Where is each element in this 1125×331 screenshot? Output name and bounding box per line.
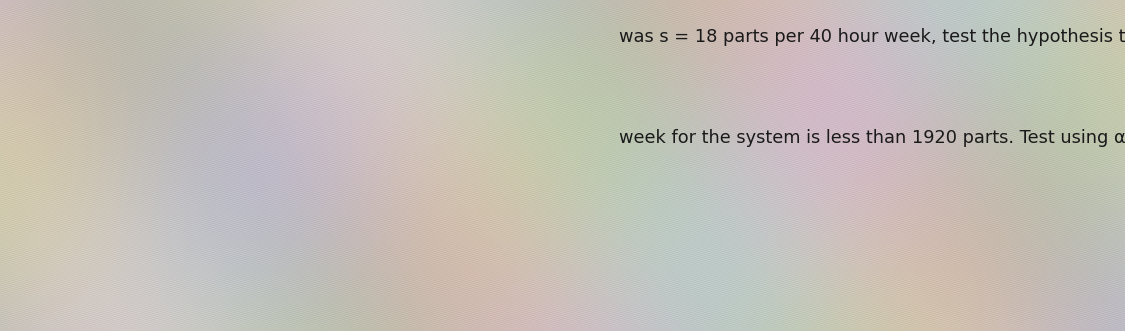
Text: was s = 18 parts per 40 hour week, test the hypothesis that the true mean throug: was s = 18 parts per 40 hour week, test …: [619, 28, 1125, 46]
Text: week for the system is less than 1920 parts. Test using α = 0.05.: week for the system is less than 1920 pa…: [619, 129, 1125, 147]
